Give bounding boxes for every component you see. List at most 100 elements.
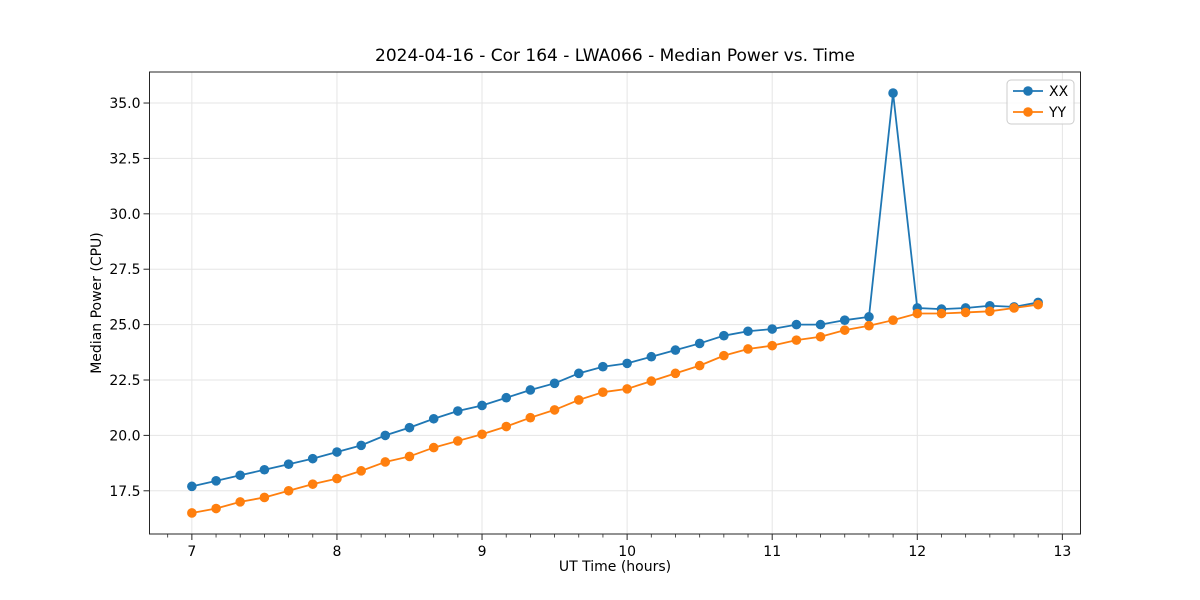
axes-background: [149, 72, 1081, 534]
series-xx-point: [428, 413, 439, 424]
series-xx-point: [743, 326, 753, 337]
legend: XX YY: [1006, 79, 1075, 125]
series-yy-point: [404, 451, 415, 462]
chart-title: 2024-04-16 - Cor 164 - LWA066 - Median P…: [375, 46, 855, 66]
y-tick-label: 27.5: [109, 262, 140, 278]
series-yy: [187, 299, 1043, 518]
y-tick-label: 32.5: [109, 151, 140, 167]
plot-border: [149, 71, 1081, 535]
legend-label: YY: [1048, 105, 1067, 121]
series-yy-point: [767, 340, 777, 351]
series-xx-point: [888, 88, 898, 98]
series-yy-point: [428, 442, 439, 453]
x-tick-label: 7: [187, 544, 196, 560]
series-yy-point: [598, 387, 608, 397]
x-axis-label: UT Time (hours): [558, 559, 672, 575]
series-xx-point: [525, 385, 536, 395]
series-xx-point: [622, 358, 632, 369]
series-xx-point: [187, 481, 197, 492]
axis-tick-labels: 7 8 9 10 11 12 13 17.5 20.0 22.5 25.0 27.5 30.0 32.5 3…: [109, 96, 1071, 560]
y-tick-label: 22.5: [109, 373, 140, 389]
series-xx-point: [549, 378, 560, 389]
series-xx-point: [694, 338, 705, 349]
x-tick-label: 13: [1053, 544, 1071, 560]
series-yy-point: [888, 315, 898, 325]
series-xx-point: [307, 453, 318, 464]
series-yy-point: [694, 360, 705, 371]
series-yy-point: [187, 508, 197, 518]
series-yy-point: [670, 368, 681, 379]
x-tick-label: 10: [618, 544, 636, 560]
legend-entry-xx: XX: [1013, 84, 1069, 100]
gridlines: [149, 72, 1081, 534]
series-yy-point: [259, 492, 270, 503]
y-axis-label: Median Power (CPU): [89, 232, 105, 374]
series-yy-point: [477, 429, 487, 440]
y-tick-label: 17.5: [109, 484, 140, 500]
series-xx-point: [501, 392, 512, 403]
legend-marker: [1023, 107, 1033, 117]
y-tick-label: 30.0: [109, 207, 140, 223]
series-yy-point: [525, 412, 536, 423]
series-yy-point: [1033, 299, 1043, 310]
series-xx-point: [283, 459, 294, 470]
series-xx-point: [259, 464, 270, 475]
series-xx-point: [767, 324, 777, 334]
x-tick-label: 12: [908, 544, 926, 560]
series-yy-point: [501, 421, 512, 432]
series-yy-point: [839, 325, 850, 335]
series-yy-point: [719, 350, 729, 361]
series-xx-point: [453, 406, 463, 416]
x-tick-label: 9: [478, 544, 487, 560]
series-yy-point: [283, 485, 294, 496]
series-xx-point: [864, 312, 874, 322]
series-yy-point: [985, 306, 995, 317]
series-yy-point: [235, 497, 245, 507]
series-xx-point: [719, 330, 729, 341]
series-yy-point: [743, 344, 753, 354]
series-xx-point: [235, 470, 245, 481]
series-yy-point: [791, 335, 802, 345]
series-yy-point: [549, 405, 560, 415]
x-tick-label: 8: [332, 544, 341, 560]
legend-marker: [1023, 86, 1033, 96]
series-yy-point: [332, 473, 342, 484]
series-yy-point: [815, 331, 826, 342]
series-yy-point: [307, 479, 318, 489]
series-yy-point: [864, 320, 874, 331]
series-xx-point: [332, 447, 342, 457]
series-xx-point: [356, 440, 366, 451]
y-tick-label: 20.0: [109, 428, 140, 444]
series-yy-point: [211, 503, 221, 514]
series-yy-point: [646, 376, 657, 386]
series-yy-point: [453, 436, 463, 446]
series-xx-point: [574, 368, 584, 379]
series-xx-point: [211, 476, 221, 486]
series-xx-point: [646, 351, 657, 362]
series-yy-point: [1009, 303, 1019, 313]
y-tick-label: 25.0: [109, 318, 140, 334]
legend-label: XX: [1049, 84, 1069, 100]
x-tick-label: 11: [763, 544, 781, 560]
series-xx-point: [477, 400, 487, 411]
series-xx-point: [404, 422, 415, 433]
series-xx: [187, 88, 1043, 492]
series-yy-point: [912, 308, 923, 319]
axis-ticks: [143, 102, 1063, 540]
y-tick-label: 35.0: [109, 96, 140, 112]
series-xx-point: [380, 430, 391, 441]
series-xx-point: [815, 319, 826, 330]
series-xx-point: [598, 361, 608, 372]
series-yy-point: [380, 457, 391, 467]
series-yy-point: [936, 308, 947, 319]
series-yy-point: [622, 384, 632, 394]
series-yy-point: [960, 307, 971, 318]
series-xx-point: [670, 345, 681, 355]
legend-entry-yy: YY: [1013, 105, 1067, 121]
series-yy-point: [574, 395, 584, 405]
series-xx-point: [839, 315, 850, 325]
series-xx-point: [791, 319, 802, 330]
series-yy-point: [356, 466, 366, 476]
